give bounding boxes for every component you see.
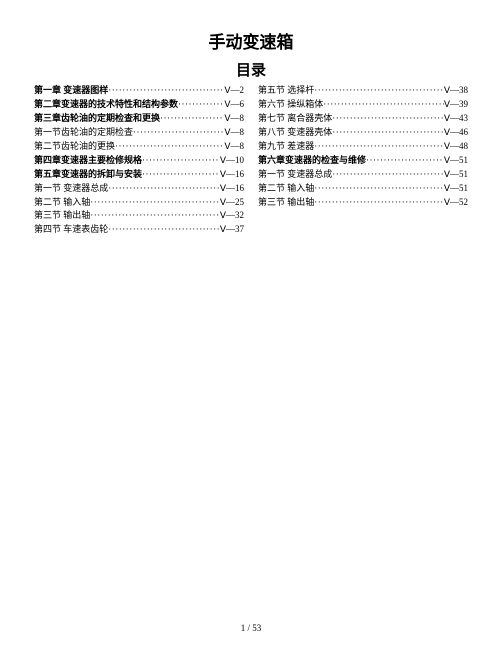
toc-dots: [142, 154, 220, 168]
toc-label: 第九节 差速器: [258, 140, 314, 154]
toc-page: Ⅴ—37: [220, 223, 244, 237]
toc-column-left: 第一章 变速器图样Ⅴ—2第二章变速器的技术特性和结构参数Ⅴ—6第三章齿轮油的定期…: [34, 84, 244, 237]
toc-label: 第三节 输出轴: [258, 196, 314, 210]
toc-row: 第五节 选择杆 Ⅴ—38: [258, 84, 468, 98]
toc-row: 第六节 操纵箱体 Ⅴ—39: [258, 98, 468, 112]
toc-label: 第三节 输出轴: [34, 209, 90, 223]
toc-dots: [332, 126, 444, 140]
toc-row: 第三章齿轮油的定期检查和更换 Ⅴ—8: [34, 112, 244, 126]
toc-page: Ⅴ—16: [220, 182, 244, 196]
toc-page: Ⅴ—38: [444, 84, 468, 98]
toc-page: Ⅴ—43: [444, 112, 468, 126]
toc-label: 第四章变速器主要检修规格: [34, 154, 142, 168]
toc-row: 第五章变速器的拆卸与安装 Ⅴ—16: [34, 168, 244, 182]
toc-row: 第九节 差速器 Ⅴ—48: [258, 140, 468, 154]
toc-dots: [133, 126, 224, 140]
toc-label: 第二节齿轮油的更换: [34, 140, 115, 154]
toc-page: Ⅴ—46: [444, 126, 468, 140]
toc-dots: [115, 140, 224, 154]
toc-page: Ⅴ—52: [444, 196, 468, 210]
toc-dots: [314, 182, 444, 196]
toc-dots: [323, 98, 444, 112]
toc-row: 第四章变速器主要检修规格 Ⅴ—10: [34, 154, 244, 168]
toc-dots: [90, 209, 220, 223]
toc-dots: [108, 223, 220, 237]
toc-row: 第一节 变速器总成 Ⅴ—16: [34, 182, 244, 196]
toc-row: 第二章变速器的技术特性和结构参数 Ⅴ—6: [34, 98, 244, 112]
toc-label: 第二节 输入轴: [34, 196, 90, 210]
toc-label: 第八节 变速器壳体: [258, 126, 332, 140]
toc-dots: [332, 112, 444, 126]
doc-title: 手动变速箱: [34, 28, 468, 53]
toc-page: Ⅴ—32: [220, 209, 244, 223]
table-of-contents: 第一章 变速器图样Ⅴ—2第二章变速器的技术特性和结构参数Ⅴ—6第三章齿轮油的定期…: [34, 84, 468, 237]
toc-label: 第五章变速器的拆卸与安装: [34, 168, 142, 182]
toc-label: 第二章变速器的技术特性和结构参数: [34, 98, 178, 112]
toc-row: 第六章变速器的检查与维修 Ⅴ—51: [258, 154, 468, 168]
toc-row: 第二节齿轮油的更换 Ⅴ—8: [34, 140, 244, 154]
toc-page: Ⅴ—6: [224, 98, 244, 112]
toc-row: 第二节 输入轴 Ⅴ—51: [258, 182, 468, 196]
toc-page: Ⅴ—48: [444, 140, 468, 154]
toc-label: 第四节 车速表齿轮: [34, 223, 108, 237]
toc-page: Ⅴ—51: [444, 168, 468, 182]
toc-row: 第四节 车速表齿轮 Ⅴ—37: [34, 223, 244, 237]
toc-dots: [314, 140, 444, 154]
toc-label: 第七节 离合器壳体: [258, 112, 332, 126]
toc-dots: [332, 168, 444, 182]
toc-dots: [90, 196, 220, 210]
toc-page: Ⅴ—10: [220, 154, 244, 168]
doc-subtitle: 目录: [34, 59, 468, 80]
toc-dots: [108, 84, 224, 98]
toc-page: Ⅴ—2: [224, 84, 244, 98]
page-footer: 1 / 53: [0, 623, 502, 633]
toc-dots: [314, 196, 444, 210]
toc-page: Ⅴ—51: [444, 182, 468, 196]
toc-row: 第一节 变速器总成 Ⅴ—51: [258, 168, 468, 182]
toc-label: 第五节 选择杆: [258, 84, 314, 98]
toc-label: 第二节 输入轴: [258, 182, 314, 196]
toc-row: 第八节 变速器壳体 Ⅴ—46: [258, 126, 468, 140]
toc-dots: [314, 84, 444, 98]
toc-row: 第一节齿轮油的定期检查 Ⅴ—8: [34, 126, 244, 140]
toc-row: 第三节 输出轴 Ⅴ—32: [34, 209, 244, 223]
toc-page: Ⅴ—16: [220, 168, 244, 182]
toc-label: 第六节 操纵箱体: [258, 98, 323, 112]
toc-page: Ⅴ—8: [224, 112, 244, 126]
toc-label: 第一节 变速器总成: [258, 168, 332, 182]
toc-row: 第七节 离合器壳体 Ⅴ—43: [258, 112, 468, 126]
toc-dots: [178, 98, 224, 112]
toc-column-right: 第五节 选择杆Ⅴ—38第六节 操纵箱体Ⅴ—39第七节 离合器壳体Ⅴ—43第八节 …: [258, 84, 468, 237]
toc-row: 第三节 输出轴 Ⅴ—52: [258, 196, 468, 210]
toc-label: 第一节 变速器总成: [34, 182, 108, 196]
toc-dots: [366, 154, 444, 168]
toc-page: Ⅴ—8: [224, 126, 244, 140]
toc-label: 第一节齿轮油的定期检查: [34, 126, 133, 140]
toc-label: 第一章 变速器图样: [34, 84, 108, 98]
toc-dots: [142, 168, 220, 182]
toc-page: Ⅴ—51: [444, 154, 468, 168]
toc-page: Ⅴ—25: [220, 196, 244, 210]
toc-row: 第二节 输入轴 Ⅴ—25: [34, 196, 244, 210]
toc-label: 第三章齿轮油的定期检查和更换: [34, 112, 160, 126]
toc-page: Ⅴ—39: [444, 98, 468, 112]
toc-dots: [108, 182, 220, 196]
toc-page: Ⅴ—8: [224, 140, 244, 154]
toc-dots: [160, 112, 224, 126]
toc-row: 第一章 变速器图样 Ⅴ—2: [34, 84, 244, 98]
toc-label: 第六章变速器的检查与维修: [258, 154, 366, 168]
